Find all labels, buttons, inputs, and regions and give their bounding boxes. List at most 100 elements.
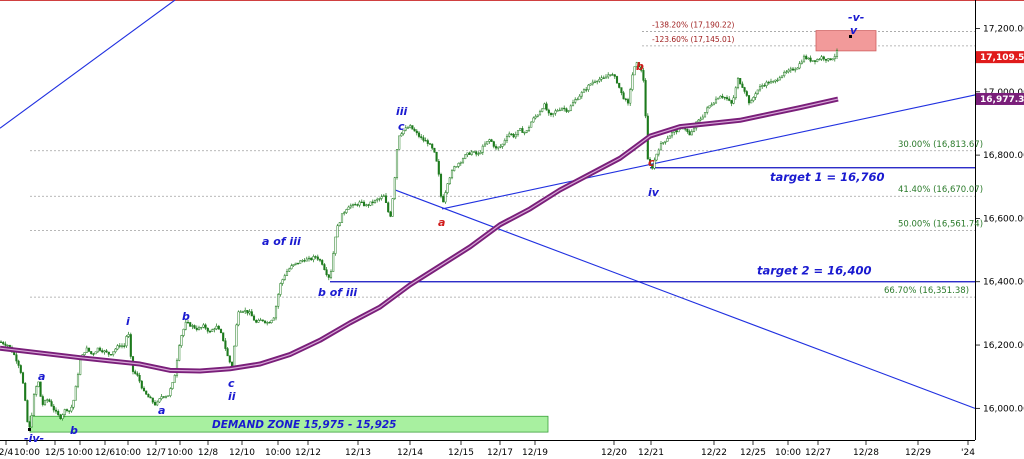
candle-body <box>769 81 773 84</box>
fib-level-label: 66.70% (16,351.38) <box>884 286 969 296</box>
candle-body <box>809 57 812 62</box>
candle-body <box>688 131 691 136</box>
candle-body <box>312 256 315 261</box>
candle-body <box>516 130 520 135</box>
candle-body <box>442 196 445 203</box>
candle-body <box>578 95 581 100</box>
candle-body <box>72 399 75 408</box>
candle-body <box>367 204 370 206</box>
candle-body <box>813 60 817 62</box>
candle-body <box>239 311 242 313</box>
candle-body <box>710 104 713 107</box>
candle-body <box>257 319 260 323</box>
candle-body <box>820 56 823 60</box>
candle-body <box>486 141 489 145</box>
candle-body <box>338 222 341 226</box>
candle-body <box>697 119 700 123</box>
candle-body <box>371 201 374 204</box>
wave-v-target-box <box>815 30 877 52</box>
candle-body <box>433 147 436 153</box>
candle-body <box>703 112 707 118</box>
x-tick-label: 12/22 <box>701 448 727 458</box>
wave-label: iv <box>648 186 660 199</box>
candle-body <box>250 311 253 317</box>
candle-body <box>556 110 559 112</box>
candle-body <box>272 317 275 321</box>
candle-body <box>655 153 658 161</box>
candle-body <box>160 396 163 400</box>
candle-body <box>74 385 77 401</box>
candle-body <box>598 78 601 82</box>
wave-label: -iv- <box>24 432 44 445</box>
last-price-tag-bg <box>976 51 1024 64</box>
candle-body <box>283 275 286 280</box>
wave-label: a <box>158 404 165 417</box>
candle-body <box>494 146 498 149</box>
candle-body <box>274 306 278 319</box>
candle-body <box>706 107 709 113</box>
candle-body <box>226 348 229 357</box>
candle-body <box>296 262 300 265</box>
candle-body <box>142 387 146 392</box>
candle-body <box>763 85 766 87</box>
candle-body <box>173 374 176 383</box>
candle-body <box>525 130 528 133</box>
candle-body <box>224 340 227 349</box>
candle-body <box>690 131 693 136</box>
candle-body <box>420 136 423 138</box>
candle-body <box>398 135 401 150</box>
candle-body <box>101 350 104 353</box>
candle-body <box>719 95 722 99</box>
x-tick-label: 12/13 <box>345 448 371 458</box>
candle-body <box>549 112 553 116</box>
candle-body <box>15 354 18 362</box>
x-tick-label: 10:00 <box>67 448 93 458</box>
candle-body <box>384 195 388 203</box>
candle-body <box>217 325 220 330</box>
candle-body <box>65 409 69 411</box>
candle-body <box>270 319 273 323</box>
candle-body <box>585 89 588 91</box>
candle-body <box>268 322 271 324</box>
fib-level-label: 30.00% (16,813.67) <box>898 140 983 150</box>
candle-body <box>571 102 575 107</box>
last-price-tag: 17,109.50 <box>980 53 1024 63</box>
candle-body <box>589 83 592 86</box>
fib-level-label: 41.40% (16,670.07) <box>898 185 983 195</box>
candle-body <box>747 95 751 104</box>
candle-body <box>318 259 322 261</box>
ma-value-tag-bg <box>976 92 1024 105</box>
x-tick-label: 12/27 <box>805 448 831 458</box>
candle-body <box>2 342 5 345</box>
candle-body <box>475 151 478 155</box>
candle-body <box>593 81 597 83</box>
candle-body <box>222 332 225 342</box>
ma-value-tag: 16,977.33 <box>980 95 1024 105</box>
fib-level-label: 50.00% (16,561.74) <box>898 220 983 230</box>
candle-body <box>662 142 665 144</box>
x-tick-label: 12/20 <box>601 448 627 458</box>
candle-body <box>175 360 179 376</box>
candle-body <box>422 137 425 141</box>
candle-body <box>450 170 454 179</box>
candle-body <box>622 92 625 100</box>
x-tick-label: 12/21 <box>638 448 664 458</box>
candle-body <box>259 319 262 321</box>
candle-body <box>503 140 506 145</box>
candle-body <box>754 93 757 98</box>
candle-body <box>640 66 643 71</box>
candle-body <box>63 409 66 415</box>
candle-body <box>569 105 572 111</box>
wave-label: c <box>398 120 405 133</box>
candle-body <box>246 310 249 314</box>
candle-body <box>750 100 753 104</box>
candle-body <box>805 55 808 60</box>
candle-body <box>472 151 476 153</box>
candle-body <box>288 268 291 272</box>
candle-body <box>219 329 223 333</box>
candle-body <box>321 260 324 265</box>
candle-body <box>521 128 524 133</box>
x-tick-label: 12/6 <box>95 448 115 458</box>
candle-body <box>395 149 399 178</box>
x-tick-label: 12/7 <box>146 448 166 458</box>
